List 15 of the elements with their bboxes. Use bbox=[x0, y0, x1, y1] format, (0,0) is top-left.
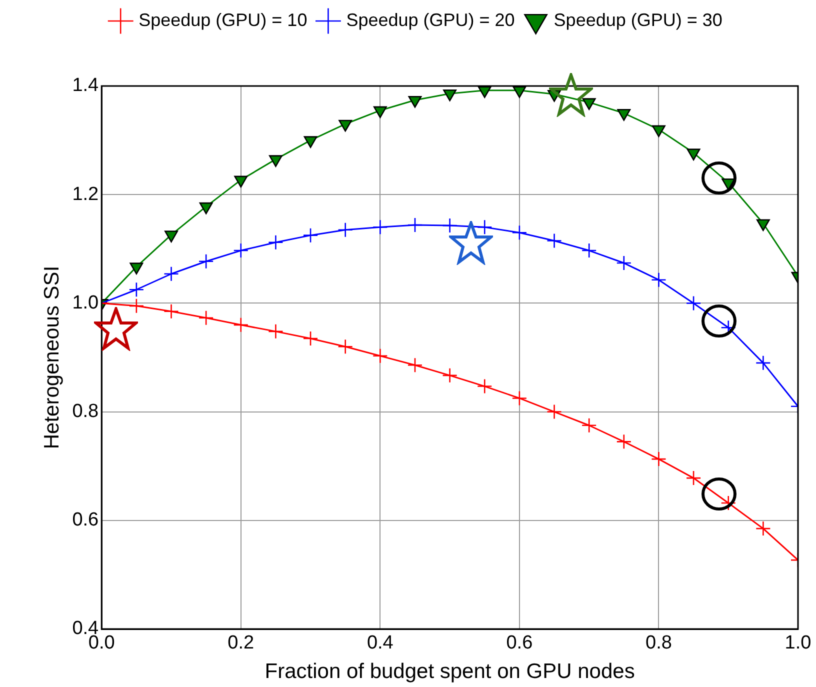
y-tick-label: 0.6 bbox=[72, 510, 99, 531]
legend-label: Speedup (GPU) = 20 bbox=[346, 10, 515, 30]
x-tick-label: 0.6 bbox=[506, 632, 533, 654]
legend-label: Speedup (GPU) = 10 bbox=[138, 10, 308, 30]
x-axis-title: Fraction of budget spent on GPU nodes bbox=[264, 660, 635, 684]
x-tick-label: 0.4 bbox=[366, 632, 394, 654]
y-tick-label: 1.2 bbox=[72, 184, 99, 205]
x-tick-label: 0.8 bbox=[646, 632, 672, 654]
y-tick-label: 1.4 bbox=[72, 75, 100, 96]
x-tick-label: 0.2 bbox=[228, 632, 254, 654]
y-tick-label: 1.0 bbox=[72, 292, 99, 314]
y-axis-title: Heterogeneous SSI bbox=[40, 266, 64, 450]
y-tick-label: 0.8 bbox=[72, 401, 99, 422]
legend-label: Speedup (GPU) = 30 bbox=[554, 10, 722, 30]
x-tick-label: 1.0 bbox=[784, 632, 812, 654]
